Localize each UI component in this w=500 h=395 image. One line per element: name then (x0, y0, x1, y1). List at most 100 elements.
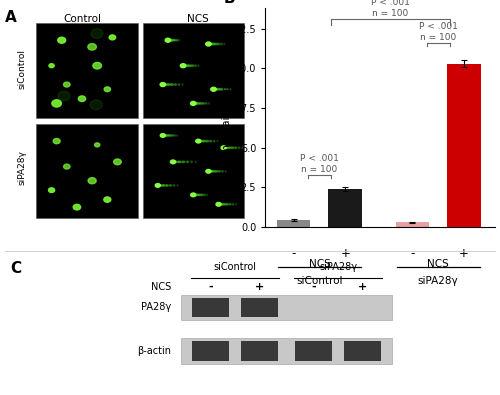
Ellipse shape (165, 135, 168, 136)
Ellipse shape (206, 194, 208, 196)
Ellipse shape (48, 188, 54, 192)
Ellipse shape (174, 161, 177, 163)
Ellipse shape (163, 84, 167, 85)
Ellipse shape (228, 147, 230, 149)
Ellipse shape (217, 140, 218, 142)
Ellipse shape (172, 40, 174, 41)
Text: P < .001
n = 100: P < .001 n = 100 (419, 22, 458, 41)
Ellipse shape (231, 147, 234, 149)
Ellipse shape (232, 203, 234, 205)
Ellipse shape (64, 82, 70, 87)
Ellipse shape (182, 161, 184, 163)
Ellipse shape (201, 194, 203, 196)
Text: C: C (10, 261, 21, 276)
Ellipse shape (218, 171, 220, 172)
Ellipse shape (178, 84, 180, 85)
Ellipse shape (73, 204, 80, 210)
Ellipse shape (64, 164, 70, 169)
Text: NCS: NCS (152, 282, 172, 292)
Text: siPA28γ: siPA28γ (418, 276, 459, 286)
Ellipse shape (94, 143, 100, 147)
Ellipse shape (91, 28, 103, 38)
Bar (142, 23, 244, 118)
Ellipse shape (196, 103, 200, 104)
Ellipse shape (191, 161, 192, 163)
Ellipse shape (208, 171, 212, 172)
Ellipse shape (104, 197, 111, 202)
Text: B: B (224, 0, 235, 6)
Ellipse shape (182, 65, 186, 66)
Text: siControl: siControl (18, 49, 26, 89)
Ellipse shape (213, 140, 215, 142)
Ellipse shape (170, 185, 172, 186)
Ellipse shape (180, 64, 186, 68)
Ellipse shape (192, 65, 194, 66)
Ellipse shape (225, 171, 226, 172)
Ellipse shape (182, 84, 183, 85)
Ellipse shape (218, 203, 222, 205)
Ellipse shape (170, 160, 175, 164)
Ellipse shape (178, 40, 180, 41)
Ellipse shape (198, 140, 202, 142)
Ellipse shape (198, 65, 199, 66)
Bar (36, 124, 138, 218)
Ellipse shape (214, 43, 217, 45)
Ellipse shape (242, 147, 243, 149)
Ellipse shape (218, 43, 220, 45)
Bar (328, 189, 362, 227)
Ellipse shape (223, 88, 226, 90)
Bar (295, 341, 333, 361)
Ellipse shape (222, 171, 224, 172)
Ellipse shape (177, 185, 178, 186)
Ellipse shape (199, 103, 202, 104)
Bar (182, 338, 392, 364)
Ellipse shape (206, 42, 211, 46)
Ellipse shape (160, 134, 166, 137)
Ellipse shape (158, 185, 162, 186)
Ellipse shape (173, 185, 174, 186)
Text: PA28γ: PA28γ (142, 303, 172, 312)
Ellipse shape (222, 203, 225, 205)
Ellipse shape (220, 43, 222, 45)
Ellipse shape (155, 184, 160, 187)
Ellipse shape (206, 103, 207, 104)
Ellipse shape (166, 84, 170, 85)
Ellipse shape (190, 102, 196, 105)
Ellipse shape (171, 135, 173, 136)
Ellipse shape (174, 40, 176, 41)
Ellipse shape (230, 88, 231, 90)
Ellipse shape (215, 171, 218, 172)
Ellipse shape (206, 140, 208, 142)
Bar (192, 341, 230, 361)
Ellipse shape (170, 40, 172, 41)
Ellipse shape (196, 139, 201, 143)
Ellipse shape (204, 194, 206, 196)
Text: β-actin: β-actin (138, 346, 172, 356)
Ellipse shape (228, 203, 231, 205)
Ellipse shape (166, 185, 168, 186)
Ellipse shape (109, 35, 116, 40)
Ellipse shape (224, 147, 228, 149)
Bar (241, 341, 279, 361)
Ellipse shape (226, 203, 228, 205)
Ellipse shape (90, 100, 102, 110)
Ellipse shape (202, 140, 205, 142)
Text: NCS: NCS (428, 259, 449, 269)
Ellipse shape (160, 83, 166, 87)
Text: -: - (208, 282, 213, 292)
Ellipse shape (162, 135, 166, 136)
Text: +: + (255, 282, 264, 292)
Ellipse shape (211, 43, 214, 45)
Ellipse shape (176, 135, 178, 136)
Ellipse shape (58, 91, 70, 101)
Ellipse shape (198, 194, 201, 196)
Ellipse shape (104, 87, 110, 92)
Text: NCS: NCS (187, 15, 209, 24)
Text: siControl: siControl (214, 262, 257, 273)
Ellipse shape (216, 203, 221, 206)
Ellipse shape (93, 62, 102, 69)
Bar (447, 64, 481, 227)
Ellipse shape (226, 88, 228, 90)
Ellipse shape (186, 161, 188, 163)
Text: P < .001
n = 100: P < .001 n = 100 (300, 154, 339, 173)
